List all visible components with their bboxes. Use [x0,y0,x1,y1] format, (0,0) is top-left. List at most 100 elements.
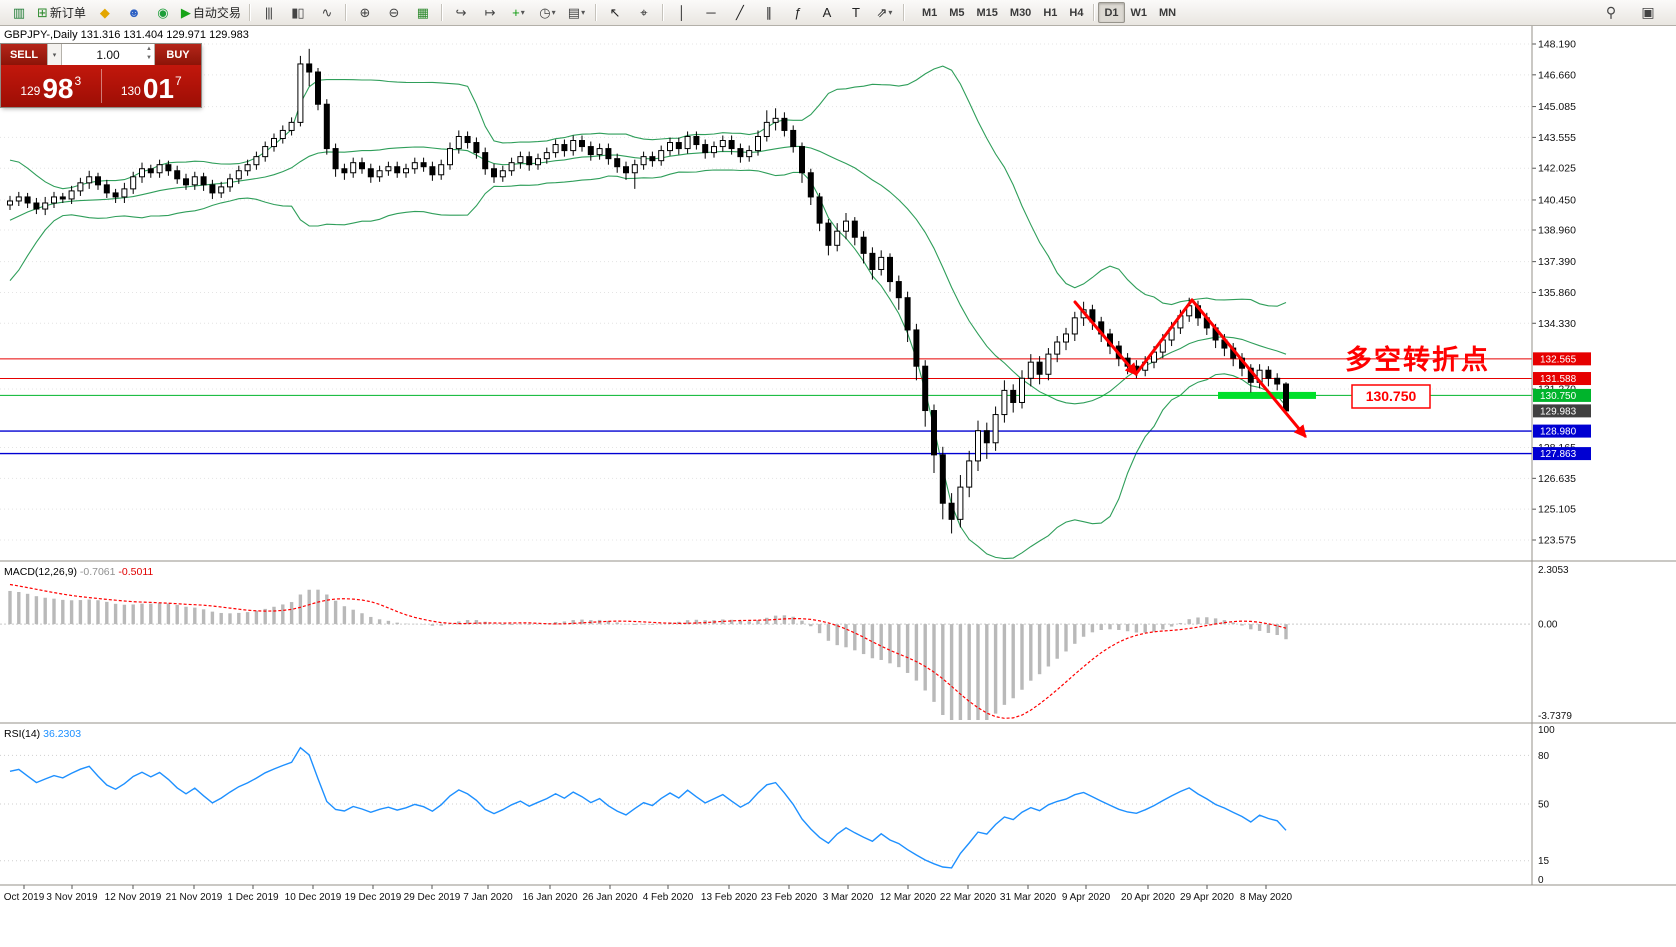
market-watch-icon: ☻ [127,5,141,20]
autotrading-button[interactable]: ▶ 自动交易 [177,1,245,24]
fibonacci-icon: ƒ [794,5,801,20]
timeframe-m15[interactable]: M15 [976,6,998,19]
price-axis-label: 145.085 [1538,101,1576,113]
price-grid [0,43,1532,541]
dropdown-caret-icon[interactable]: ▾ [520,8,525,17]
search-icon[interactable]: ⚲ [1596,1,1625,24]
dropdown-caret-icon[interactable]: ▾ [581,8,586,17]
metaeditor-icon[interactable]: ◆ [90,1,119,24]
market-watch-icon[interactable]: ☻ [119,1,148,24]
price-axis-tag-text: 131.588 [1540,374,1577,385]
price-axis[interactable]: 148.190 146.660 145.085 143.555 142.025 140.4… [1532,39,1591,547]
line-chart-icon[interactable]: ∿ [312,1,341,24]
fibonacci-icon[interactable]: ƒ [783,1,812,24]
price-axis-label: 146.660 [1538,69,1576,81]
price-axis-label: 126.635 [1538,473,1576,485]
tile-windows-icon[interactable]: ▦ [408,1,437,24]
new-order-icon: ⊞ [37,5,48,20]
dropdown-caret-icon[interactable]: ▾ [888,8,893,17]
trendline-icon[interactable]: ╱ [725,1,754,24]
rsi-pane: 100 80 50 15 0 RSI(14) 36.2303 [0,725,1555,886]
text-label-icon[interactable]: T [841,1,870,24]
cursor-icon: ↖ [609,5,620,20]
chart-ohlc-header: GBPJPY-,Daily 131.316 131.404 129.971 12… [4,29,249,41]
price-axis-tag-text: 130.750 [1540,391,1577,402]
price-axis-tag [1533,352,1591,366]
price-axis-tag-text: 132.565 [1540,354,1577,365]
time-axis[interactable]: Oct 2019 3 Nov 2019 12 Nov 2019 21 Nov 2019… [4,885,1293,903]
price-axis-tag [1533,372,1591,386]
bollinger-lower-band [9,169,1287,560]
time-axis-label: 9 Apr 2020 [1062,892,1111,903]
timeframe-mn[interactable]: MN [1159,6,1177,19]
channel-icon[interactable]: ∥ [754,1,783,24]
price-axis-label: 134.330 [1538,318,1576,330]
arrows-icon[interactable]: ⇗ ▾ [870,1,899,24]
toolbar-separator [661,4,663,21]
macd-histogram [8,589,1288,720]
toolbar-right-icons: ⚲ ▣ [1596,1,1672,24]
support-highlight-bar[interactable] [1218,391,1316,399]
time-axis-label: 7 Jan 2020 [463,892,513,903]
turning-point-annotation[interactable]: 多空转折点 [1345,344,1490,375]
timeframe-m30[interactable]: M30 [1009,6,1032,19]
volume-stepper[interactable]: ▲ ▼ [146,45,152,63]
crosshair-icon[interactable]: ⌖ [629,1,658,24]
trend-arrows[interactable] [1073,298,1307,438]
timeframe-m1[interactable]: M1 [921,6,938,19]
zoom-out-icon[interactable]: ⊖ [379,1,408,24]
bollinger-middle-band [9,145,1287,405]
templates-icon[interactable]: ▤ ▾ [562,1,591,24]
sell-price-point: 3 [74,74,82,88]
indicators-icon[interactable]: + ▾ [504,1,533,24]
timeframe-h4[interactable]: H4 [1069,6,1084,19]
stepper-down-icon[interactable]: ▼ [146,55,152,61]
sell-price-display[interactable]: 129 98 3 [1,65,101,107]
timeframe-w1[interactable]: W1 [1130,6,1148,19]
price-flag-box[interactable] [1351,384,1431,409]
quick-trade-panel: SELL ▾ 1.00 ▲ ▼ BUY 129 98 3 130 01 7 [0,43,202,108]
chart-shift-icon[interactable]: ↦ [475,1,504,24]
bar-chart-icon[interactable]: ||| [254,1,283,24]
text-icon[interactable]: A [812,1,841,24]
price-axis-tag [1533,404,1591,418]
sell-button[interactable]: SELL [1,44,47,65]
community-icon[interactable]: ◉ [148,1,177,24]
buy-price-display[interactable]: 130 01 7 [102,65,202,107]
rsi-scale-label: 0 [1538,875,1544,886]
new-order-button[interactable]: ⊞ 新订单 [33,1,90,24]
sell-options-caret-icon[interactable]: ▾ [47,44,62,65]
dropdown-caret-icon[interactable]: ▾ [551,8,556,17]
volume-input[interactable]: 1.00 ▲ ▼ [62,44,155,65]
bar-chart-icon: ||| [264,5,273,20]
timeframe-m5[interactable]: M5 [949,6,965,19]
candlestick-chart-icon: ▮▯ [291,5,304,20]
cursor-icon[interactable]: ↖ [600,1,629,24]
candlestick-chart-icon[interactable]: ▮▯ [283,1,312,24]
chart-window-icon[interactable]: ▥ [4,1,33,24]
horizontal-level-lines[interactable] [0,358,1532,455]
time-axis-label: 22 Mar 2020 [940,892,997,903]
price-axis-tag-text: 129.983 [1540,406,1577,417]
toolbar-buttons: ▥ ⊞ 新订单 ◆ ☻ ◉ ▶ 自动交易 ||| ▮▯ ∿ ⊕ ⊖ ▦ ↪ ↦ + ▾ ◷ ▾ ▤ ▾ ↖ ⌖ │ ─ ╱ ∥ ƒ A T ⇗… [4,1,908,24]
timeframe-d1[interactable]: D1 [1098,2,1125,23]
community-chat-icon[interactable]: ▣ [1633,1,1662,24]
stepper-up-icon[interactable]: ▲ [146,46,152,52]
auto-scroll-icon[interactable]: ↪ [446,1,475,24]
buy-button[interactable]: BUY [155,44,201,65]
metaeditor-icon: ◆ [99,5,110,20]
toolbar-separator [1093,4,1095,21]
toolbar-separator [344,4,346,21]
horizontal-line-icon: ─ [706,5,715,20]
vertical-line-icon[interactable]: │ [667,1,696,24]
periods-icon: ◷ [539,5,550,20]
community-icon: ◉ [157,5,168,20]
timeframe-h1[interactable]: H1 [1043,6,1058,19]
time-axis-label: 1 Dec 2019 [227,892,279,903]
zoom-in-icon[interactable]: ⊕ [350,1,379,24]
horizontal-line-icon[interactable]: ─ [696,1,725,24]
zoom-in-icon: ⊕ [359,5,370,20]
periods-icon[interactable]: ◷ ▾ [533,1,562,24]
time-axis-label: 10 Dec 2019 [285,892,342,903]
